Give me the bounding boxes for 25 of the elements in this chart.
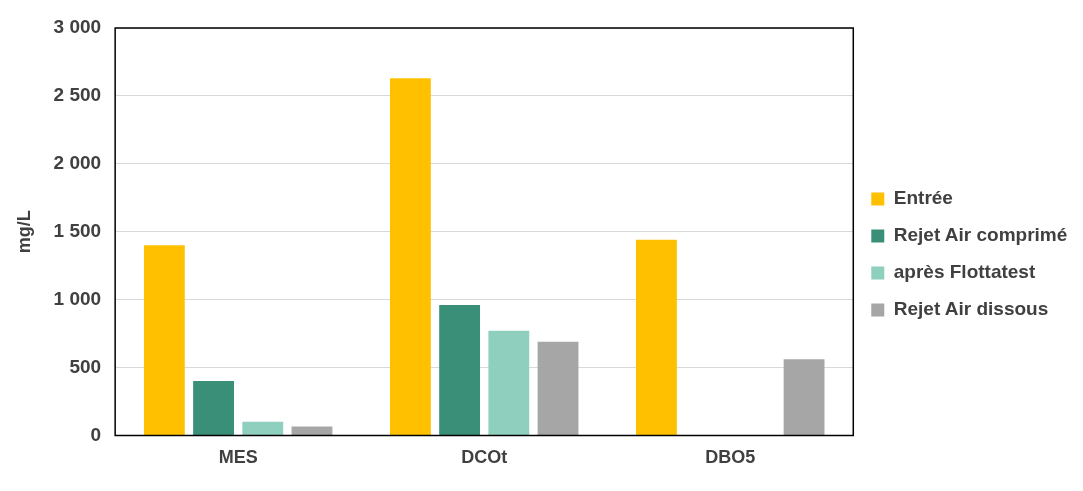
- y-tick-label: 500: [69, 355, 102, 377]
- x-tick-label: DCOt: [461, 447, 508, 468]
- y-tick-label: 0: [90, 423, 102, 445]
- x-tick-label: MES: [218, 447, 258, 468]
- bar: [242, 421, 284, 435]
- bar: [537, 341, 579, 435]
- bar: [488, 330, 530, 435]
- y-axis-title: mg/L: [13, 210, 34, 254]
- legend-label: Rejet Air dissous: [893, 298, 1049, 320]
- bar: [291, 426, 333, 435]
- bar: [636, 239, 677, 435]
- bar: [143, 245, 185, 435]
- bar: [193, 381, 234, 435]
- y-tick-label: 2 500: [53, 84, 102, 106]
- y-tick-label: 1 000: [53, 287, 102, 309]
- y-tick-label: 3 000: [53, 16, 102, 38]
- x-tick-label: DBO5: [705, 447, 756, 468]
- legend-label: après Flottatest: [893, 261, 1036, 283]
- legend-label: Rejet Air comprimé: [893, 224, 1068, 246]
- bar: [783, 359, 825, 435]
- bar: [389, 78, 431, 435]
- y-tick-label: 1 500: [53, 219, 102, 241]
- bar: [439, 305, 481, 435]
- legend-label: Entrée: [893, 187, 953, 209]
- y-tick-label: 2 000: [53, 152, 102, 174]
